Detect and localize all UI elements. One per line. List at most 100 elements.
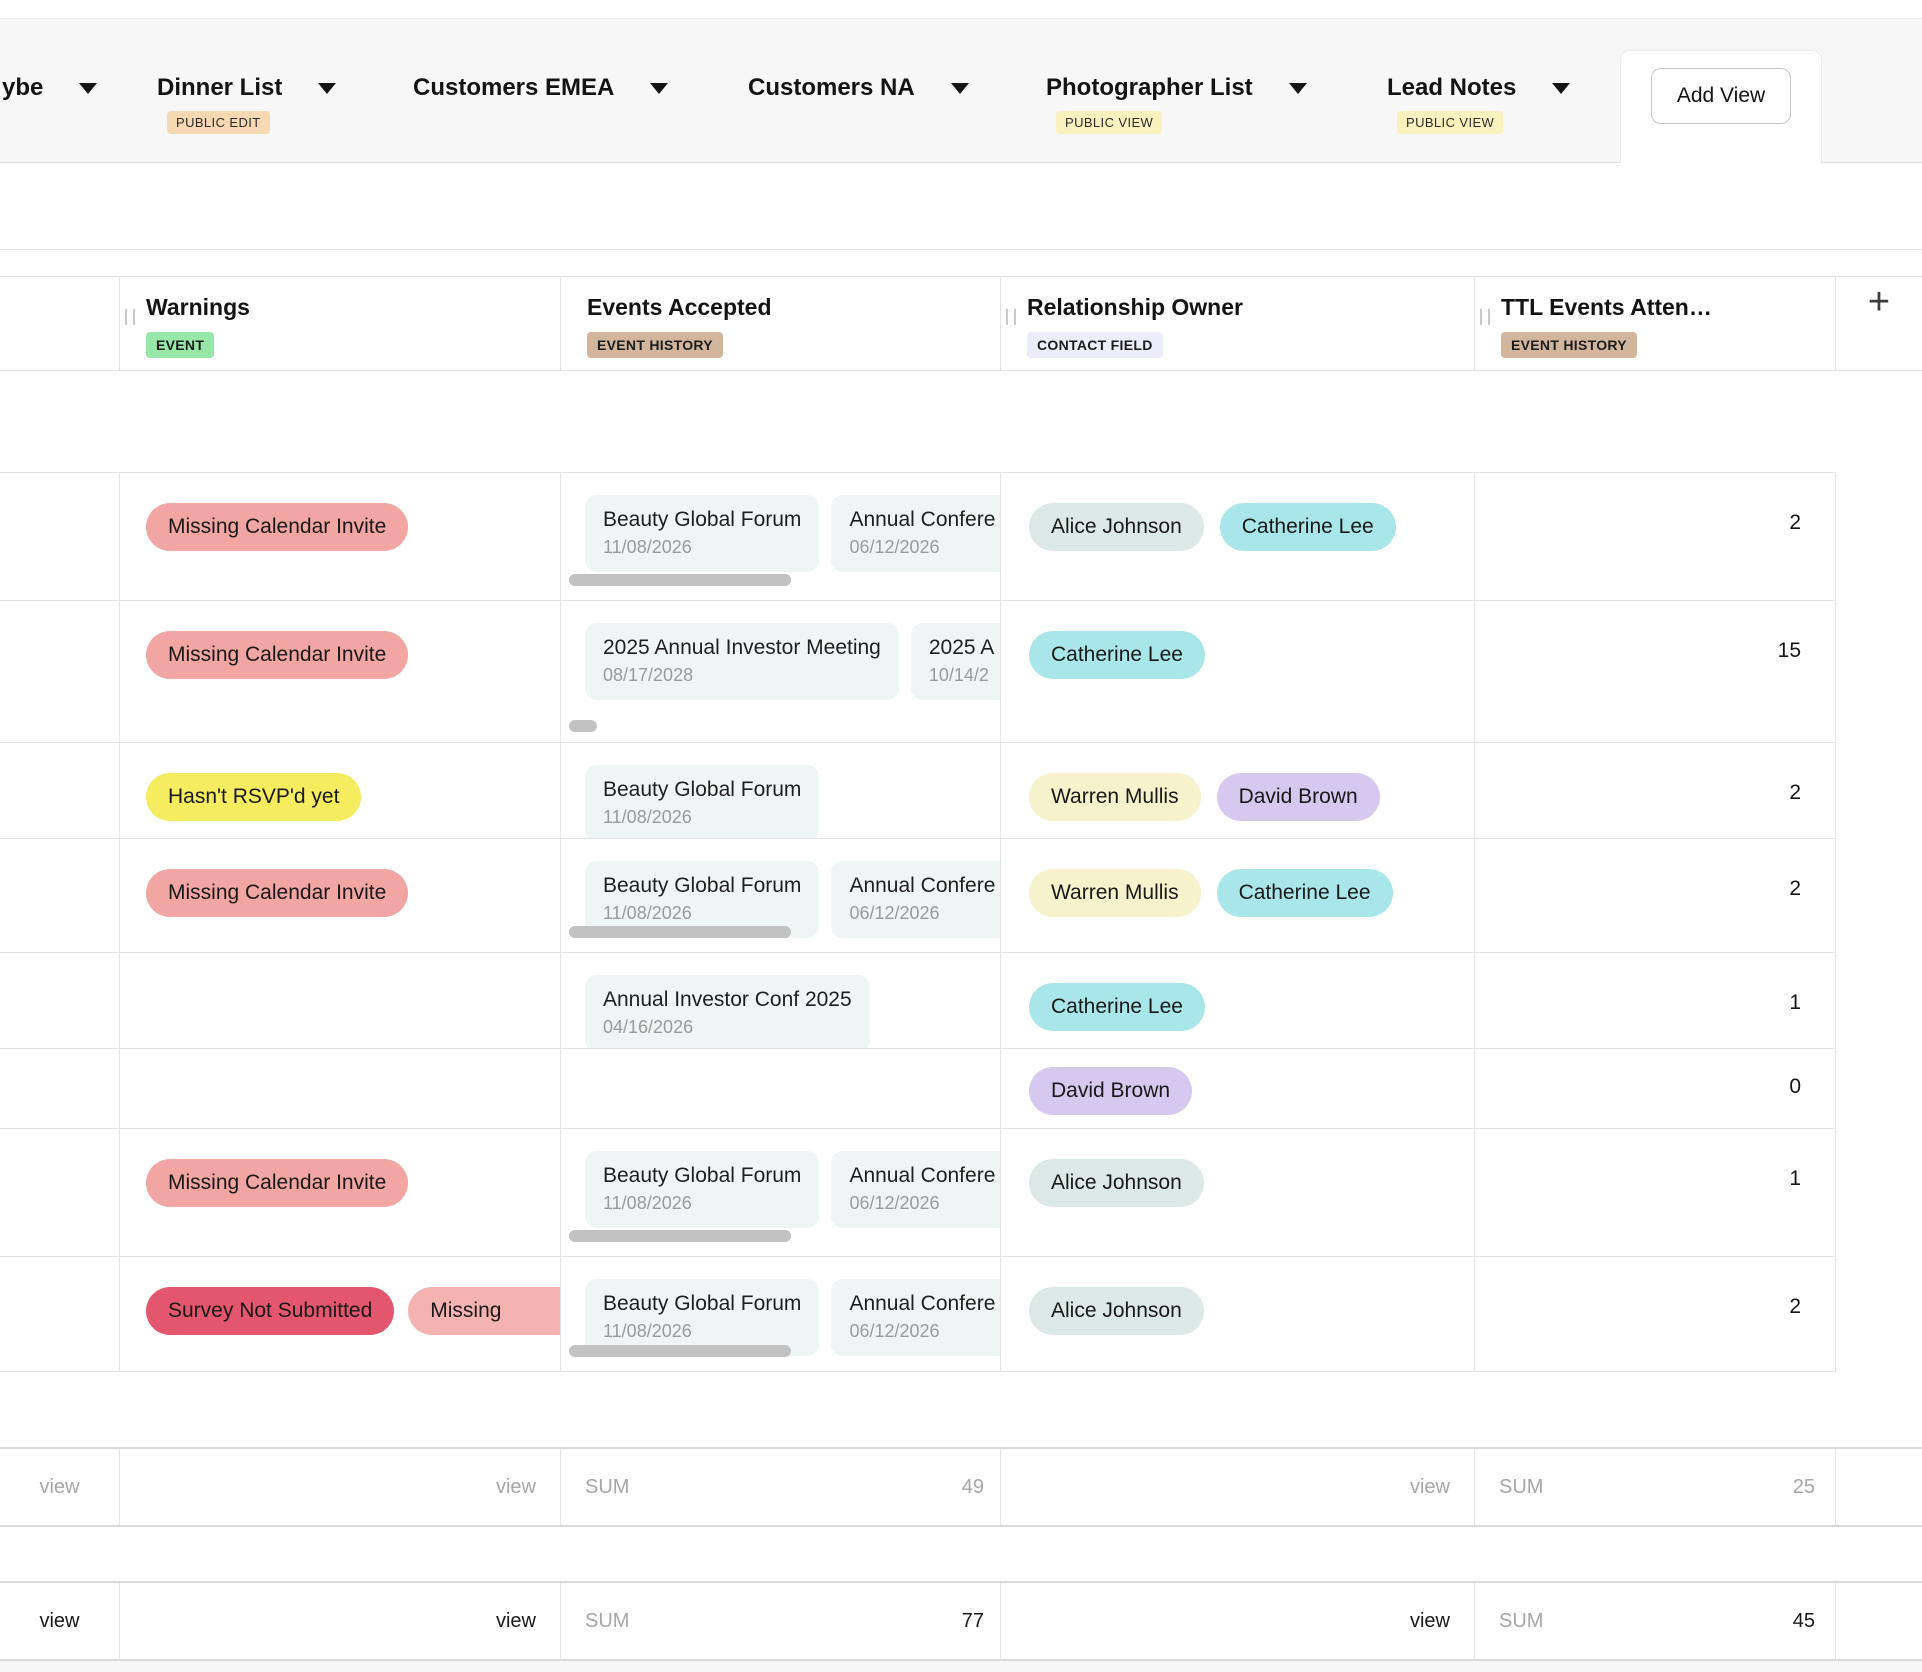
owner-pill[interactable]: Warren Mullis — [1029, 869, 1201, 917]
horizontal-scrollbar[interactable] — [569, 1230, 791, 1242]
summary-view-link[interactable]: view — [0, 1449, 120, 1525]
ttl-events-cell[interactable]: 2 — [1475, 743, 1836, 838]
warnings-cell[interactable] — [120, 1049, 561, 1128]
ttl-events-cell[interactable]: 2 — [1475, 473, 1836, 600]
chevron-down-icon[interactable] — [79, 82, 98, 94]
column-header-warnings[interactable]: Warnings EVENT — [120, 277, 561, 370]
tab-label[interactable]: Dinner List — [157, 74, 283, 101]
owner-cell[interactable]: Alice Johnson Catherine Lee — [1001, 473, 1475, 600]
owner-cell[interactable]: Catherine Lee — [1001, 953, 1475, 1048]
drag-handle-icon[interactable] — [125, 309, 135, 325]
table-row[interactable]: David Brown 0 — [0, 1049, 1836, 1129]
row-select-cell[interactable] — [0, 839, 120, 952]
event-card[interactable]: 2025 A 10/14/2 — [910, 623, 1000, 700]
summary-view-link[interactable]: view — [0, 1583, 120, 1659]
table-row[interactable]: Missing Calendar Invite Beauty Global Fo… — [0, 1129, 1836, 1257]
horizontal-scrollbar[interactable] — [569, 926, 791, 938]
drag-handle-icon[interactable] — [1480, 309, 1490, 325]
owner-cell[interactable]: Catherine Lee — [1001, 601, 1475, 742]
owner-pill[interactable]: Catherine Lee — [1029, 631, 1205, 679]
events-cell[interactable]: Annual Investor Conf 2025 04/16/2026 — [561, 953, 1001, 1048]
warning-pill[interactable]: Missing — [408, 1287, 560, 1335]
row-select-cell[interactable] — [0, 1129, 120, 1256]
event-card[interactable]: Annual Investor Conf 2025 04/16/2026 — [585, 975, 870, 1048]
tab-customers-emea[interactable]: Customers EMEA — [413, 74, 669, 102]
warning-pill[interactable]: Missing Calendar Invite — [146, 631, 409, 679]
table-row[interactable]: Hasn't RSVP'd yet Beauty Global Forum 11… — [0, 743, 1836, 839]
table-row[interactable]: Missing Calendar Invite Beauty Global Fo… — [0, 839, 1836, 953]
owner-pill[interactable]: Alice Johnson — [1029, 1159, 1204, 1207]
warning-pill[interactable]: Missing Calendar Invite — [146, 1159, 409, 1207]
events-cell[interactable]: Beauty Global Forum 11/08/2026 Annual Co… — [561, 473, 1001, 600]
event-card[interactable]: Beauty Global Forum 11/08/2026 — [585, 1151, 820, 1228]
warnings-cell[interactable]: Missing Calendar Invite — [120, 839, 561, 952]
warnings-cell[interactable]: Missing Calendar Invite — [120, 473, 561, 600]
warnings-cell[interactable]: Missing Calendar Invite — [120, 1129, 561, 1256]
tab-customers-na[interactable]: Customers NA — [748, 74, 969, 102]
ttl-events-cell[interactable]: 0 — [1475, 1049, 1836, 1128]
row-select-cell[interactable] — [0, 1049, 120, 1128]
event-card[interactable]: Annual Confere 06/12/2026 — [831, 495, 1000, 572]
row-select-cell[interactable] — [0, 601, 120, 742]
owner-pill[interactable]: Catherine Lee — [1029, 983, 1205, 1031]
table-row[interactable]: Missing Calendar Invite 2025 Annual Inve… — [0, 601, 1836, 743]
owner-cell[interactable]: Warren Mullis David Brown — [1001, 743, 1475, 838]
warnings-cell[interactable]: Missing Calendar Invite — [120, 601, 561, 742]
warning-pill[interactable]: Hasn't RSVP'd yet — [146, 773, 362, 821]
owner-cell[interactable]: David Brown — [1001, 1049, 1475, 1128]
events-cell[interactable]: 2025 Annual Investor Meeting 08/17/2028 … — [561, 601, 1001, 742]
event-card[interactable]: Beauty Global Forum 11/08/2026 — [585, 495, 820, 572]
owner-pill[interactable]: David Brown — [1029, 1067, 1193, 1115]
event-card[interactable]: 2025 Annual Investor Meeting 08/17/2028 — [585, 623, 899, 700]
plus-icon[interactable]: + — [1867, 281, 1891, 323]
summary-view-link[interactable]: view — [1001, 1583, 1475, 1659]
tab-label[interactable]: Customers NA — [748, 74, 915, 101]
add-view-button[interactable]: Add View — [1651, 68, 1791, 124]
row-select-cell[interactable] — [0, 1257, 120, 1371]
owner-pill[interactable]: Catherine Lee — [1219, 503, 1396, 551]
ttl-events-cell[interactable]: 1 — [1475, 1129, 1836, 1256]
table-row[interactable]: Missing Calendar Invite Beauty Global Fo… — [0, 473, 1836, 601]
warnings-cell[interactable] — [120, 953, 561, 1048]
table-row[interactable]: Survey Not Submitted Missing Beauty Glob… — [0, 1257, 1836, 1372]
events-cell[interactable]: Beauty Global Forum 11/08/2026 Annual Co… — [561, 839, 1001, 952]
chevron-down-icon[interactable] — [650, 82, 669, 94]
tab-photographer-list[interactable]: Photographer List PUBLIC VIEW — [1046, 74, 1307, 134]
events-cell[interactable]: Beauty Global Forum 11/08/2026 — [561, 743, 1001, 838]
horizontal-scrollbar[interactable] — [569, 720, 597, 732]
tab-lead-notes[interactable]: Lead Notes PUBLIC VIEW — [1387, 74, 1571, 134]
column-header-relationship-owner[interactable]: Relationship Owner CONTACT FIELD — [1001, 277, 1475, 370]
tab-label[interactable]: ybe — [2, 74, 44, 101]
tab-label[interactable]: Customers EMEA — [413, 74, 615, 101]
events-cell[interactable]: Beauty Global Forum 11/08/2026 Annual Co… — [561, 1129, 1001, 1256]
row-select-cell[interactable] — [0, 743, 120, 838]
events-cell[interactable]: Beauty Global Forum 11/08/2026 Annual Co… — [561, 1257, 1001, 1371]
column-header-ttl-events-attended[interactable]: TTL Events Atten… EVENT HISTORY — [1475, 277, 1836, 370]
warning-pill[interactable]: Survey Not Submitted — [146, 1287, 395, 1335]
summary-view-link[interactable]: view — [120, 1583, 561, 1659]
tab-maybe[interactable]: ybe — [2, 74, 98, 102]
warnings-cell[interactable]: Survey Not Submitted Missing — [120, 1257, 561, 1371]
summary-view-link[interactable]: view — [1001, 1449, 1475, 1525]
tab-label[interactable]: Lead Notes — [1387, 74, 1517, 101]
owner-pill[interactable]: Catherine Lee — [1216, 869, 1393, 917]
event-card[interactable]: Annual Confere 06/12/2026 — [831, 861, 1000, 938]
warning-pill[interactable]: Missing Calendar Invite — [146, 503, 409, 551]
drag-handle-icon[interactable] — [1006, 309, 1016, 325]
row-select-cell[interactable] — [0, 953, 120, 1048]
tab-label[interactable]: Photographer List — [1046, 74, 1253, 101]
event-card[interactable]: Beauty Global Forum 11/08/2026 — [585, 1279, 820, 1356]
ttl-events-cell[interactable]: 2 — [1475, 839, 1836, 952]
events-cell[interactable] — [561, 1049, 1001, 1128]
horizontal-scrollbar[interactable] — [569, 574, 791, 586]
owner-pill[interactable]: Warren Mullis — [1029, 773, 1201, 821]
summary-sum-cell[interactable]: SUM 25 — [1475, 1449, 1836, 1525]
chevron-down-icon[interactable] — [1552, 82, 1571, 94]
tab-dinner-list[interactable]: Dinner List PUBLIC EDIT — [157, 74, 337, 134]
bottom-scrollbar-track[interactable] — [0, 1661, 1922, 1672]
chevron-down-icon[interactable] — [1288, 82, 1307, 94]
warning-pill[interactable]: Missing Calendar Invite — [146, 869, 409, 917]
owner-cell[interactable]: Warren Mullis Catherine Lee — [1001, 839, 1475, 952]
warnings-cell[interactable]: Hasn't RSVP'd yet — [120, 743, 561, 838]
summary-sum-cell[interactable]: SUM 45 — [1475, 1583, 1836, 1659]
